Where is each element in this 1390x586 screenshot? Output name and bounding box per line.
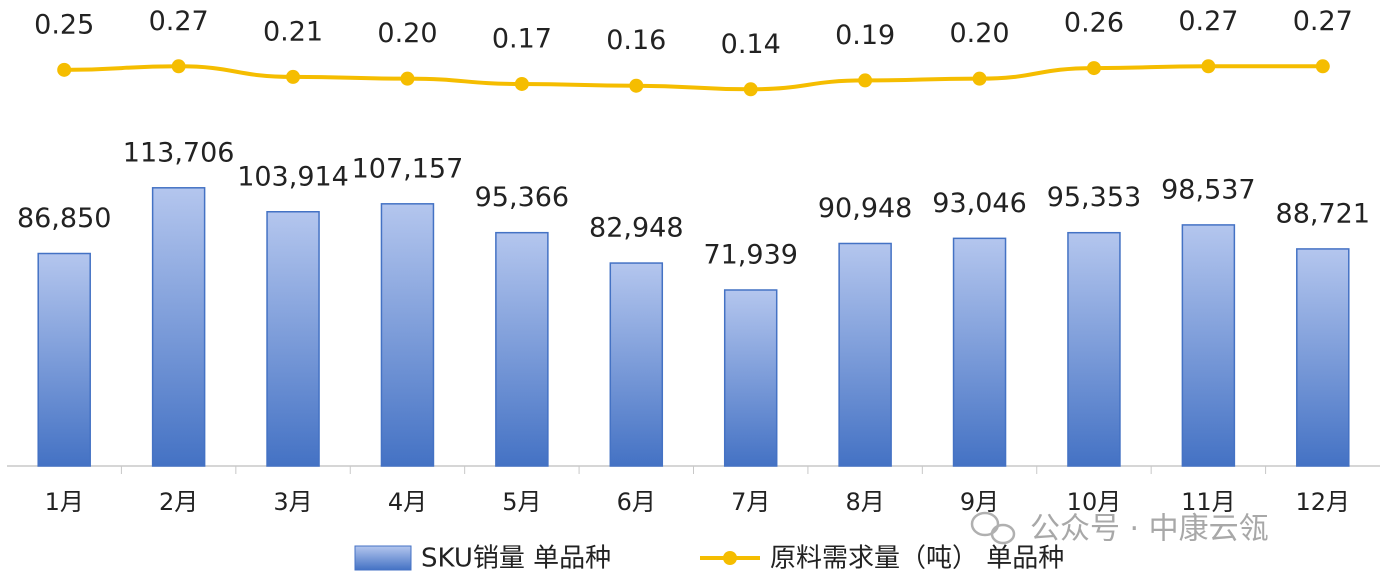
legend-swatch [354, 545, 412, 571]
line-point [1086, 61, 1101, 76]
bar-value-label: 71,939 [703, 239, 797, 270]
line-point [743, 82, 758, 97]
x-tick-label: 7月 [731, 488, 770, 516]
bar [266, 211, 320, 467]
bar [495, 231, 549, 467]
line-point [400, 71, 415, 86]
bar [1181, 224, 1236, 467]
line-value-label: 0.16 [606, 25, 666, 56]
bar [723, 289, 778, 467]
bar [838, 242, 892, 467]
line-value-label: 0.20 [377, 18, 437, 49]
line-value-label: 0.27 [1293, 6, 1353, 37]
watermark-text: 公众号 · 中康云瓴 [1030, 512, 1269, 547]
bar [1067, 231, 1121, 467]
line-value-label: 0.17 [492, 23, 552, 54]
x-tick-label: 11月 [1181, 488, 1236, 516]
x-tick-label: 9月 [960, 488, 999, 516]
line-value-label: 0.26 [1064, 8, 1124, 39]
bar-value-label: 90,948 [818, 193, 912, 224]
x-tick-label: 5月 [502, 488, 541, 516]
line-value-label: 0.27 [1178, 6, 1238, 37]
legend-label: SKU销量 单品种 [421, 544, 611, 574]
bar [952, 237, 1007, 467]
line-point [171, 59, 186, 74]
x-tick-label: 12月 [1296, 488, 1351, 516]
line-value-label: 0.21 [263, 16, 323, 47]
line-value-label: 0.25 [34, 9, 94, 40]
x-tick-label: 6月 [617, 488, 656, 516]
line-point [514, 76, 529, 91]
line-point [972, 71, 987, 86]
line-point [57, 62, 72, 77]
x-tick-label: 1月 [45, 488, 84, 516]
watermark-icon [990, 523, 1016, 545]
x-tick-label: 8月 [845, 488, 884, 516]
bar-value-label: 93,046 [932, 188, 1026, 219]
line-point [1201, 59, 1216, 74]
line [64, 64, 1323, 92]
bar-value-label: 86,850 [17, 203, 111, 234]
bar-value-label: 107,157 [352, 153, 464, 184]
bar [609, 262, 664, 467]
bar [380, 203, 435, 467]
bar-value-label: 82,948 [589, 213, 683, 244]
bar-value-label: 103,914 [237, 161, 349, 192]
line-point [629, 78, 644, 93]
bar [151, 187, 206, 467]
legend-swatch [723, 551, 737, 565]
bar-value-label: 98,537 [1161, 174, 1255, 205]
watermark-icon [970, 511, 1000, 537]
x-tick-label: 4月 [388, 488, 427, 516]
legend-label: 原料需求量（吨） 单品种 [770, 544, 1064, 574]
watermark: 公众号 · 中康云瓴 [970, 511, 1269, 547]
bar [37, 252, 91, 467]
line-point [1315, 59, 1330, 74]
x-tick-label: 2月 [159, 488, 198, 516]
line-value-label: 0.20 [949, 18, 1009, 49]
x-tick-label: 10月 [1067, 488, 1122, 516]
line-point [286, 69, 301, 84]
x-tick-label: 3月 [273, 488, 312, 516]
line-value-label: 0.27 [149, 6, 209, 37]
bar [1296, 248, 1350, 467]
line-value-label: 0.14 [721, 29, 781, 60]
bar-value-label: 113,706 [123, 137, 235, 168]
bar-value-label: 88,721 [1276, 198, 1370, 229]
bar-value-label: 95,353 [1047, 182, 1141, 213]
bar-value-label: 95,366 [475, 182, 569, 213]
line-value-label: 0.19 [835, 20, 895, 51]
line-point [858, 73, 873, 88]
